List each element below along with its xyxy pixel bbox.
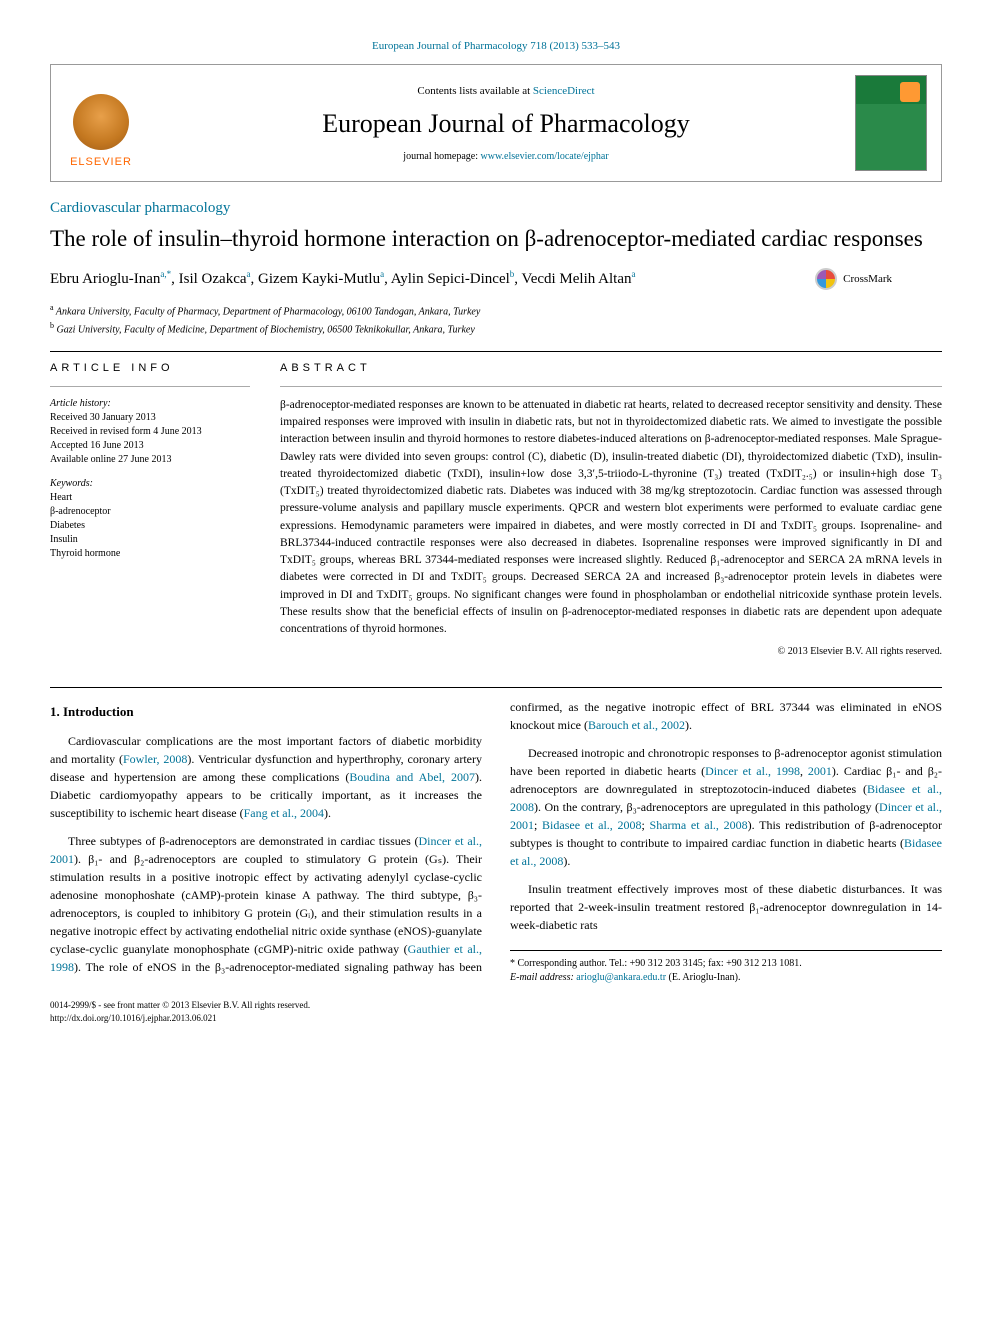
author: Aylin Sepici-Dincel: [391, 271, 510, 287]
author: Gizem Kayki-Mutlu: [258, 271, 380, 287]
elsevier-tree-icon: [73, 94, 129, 150]
body-paragraph: Cardiovascular complications are the mos…: [50, 732, 482, 822]
homepage-line: journal homepage: www.elsevier.com/locat…: [157, 151, 855, 162]
history-label: Article history:: [50, 397, 250, 411]
history-received: Received 30 January 2013: [50, 411, 250, 425]
history-online: Available online 27 June 2013: [50, 453, 250, 467]
aff-marker: b: [510, 269, 515, 279]
history-revised: Received in revised form 4 June 2013: [50, 425, 250, 439]
keyword: β-adrenoceptor: [50, 505, 250, 519]
footer-meta: 0014-2999/$ - see front matter © 2013 El…: [50, 999, 942, 1024]
corr-author-line: * Corresponding author. Tel.: +90 312 20…: [510, 957, 942, 971]
body-paragraph: Decreased inotropic and chronotropic res…: [510, 744, 942, 870]
journal-citation-link[interactable]: European Journal of Pharmacology 718 (20…: [372, 40, 620, 52]
keyword: Heart: [50, 491, 250, 505]
section-heading: 1. Introduction: [50, 702, 482, 722]
corresponding-footnote: * Corresponding author. Tel.: +90 312 20…: [510, 950, 942, 985]
article-info-sidebar: ARTICLE INFO Article history: Received 3…: [50, 362, 250, 658]
citation-link[interactable]: Bidasee et al., 2008: [542, 818, 641, 832]
contents-prefix: Contents lists available at: [417, 85, 532, 97]
article-title: The role of insulin–thyroid hormone inte…: [50, 225, 942, 254]
citation-link[interactable]: 2001: [808, 764, 832, 778]
crossmark-label: CrossMark: [843, 273, 892, 285]
contents-line: Contents lists available at ScienceDirec…: [157, 85, 855, 97]
email-link[interactable]: arioglu@ankara.edu.tr: [576, 972, 666, 983]
issn-line: 0014-2999/$ - see front matter © 2013 El…: [50, 999, 942, 1012]
homepage-prefix: journal homepage:: [403, 151, 480, 162]
journal-header: ELSEVIER Contents lists available at Sci…: [50, 64, 942, 182]
abstract-text: β-adrenoceptor-mediated responses are kn…: [280, 397, 942, 639]
citation-link[interactable]: Boudina and Abel, 2007: [349, 770, 475, 784]
divider: [50, 687, 942, 688]
citation-link[interactable]: Sharma et al., 2008: [650, 818, 748, 832]
aff-sup: b: [50, 321, 54, 330]
journal-cover-thumbnail: [855, 75, 927, 171]
thin-divider: [50, 386, 250, 387]
citation-link[interactable]: Barouch et al., 2002: [588, 718, 685, 732]
doi-line: http://dx.doi.org/10.1016/j.ejphar.2013.…: [50, 1012, 942, 1025]
keyword: Thyroid hormone: [50, 547, 250, 561]
crossmark-icon: [815, 268, 837, 290]
author: Ebru Arioglu-Inan: [50, 271, 160, 287]
abstract-copyright: © 2013 Elsevier B.V. All rights reserved…: [280, 646, 942, 657]
keyword: Insulin: [50, 533, 250, 547]
abstract-section: ABSTRACT β-adrenoceptor-mediated respons…: [280, 362, 942, 658]
author: Vecdi Melih Altan: [522, 271, 632, 287]
sciencedirect-link[interactable]: ScienceDirect: [533, 85, 595, 97]
corr-marker: *: [167, 269, 172, 279]
elsevier-text: ELSEVIER: [70, 156, 132, 168]
affiliation-b: Gazi University, Faculty of Medicine, De…: [57, 324, 475, 335]
citation-link[interactable]: Fang et al., 2004: [244, 806, 324, 820]
author: Isil Ozakca: [179, 271, 247, 287]
aff-sup: a: [50, 303, 54, 312]
citation-link[interactable]: Fowler, 2008: [123, 752, 187, 766]
homepage-link[interactable]: www.elsevier.com/locate/ejphar: [481, 151, 609, 162]
keyword: Diabetes: [50, 519, 250, 533]
thin-divider: [280, 386, 942, 387]
body-paragraph: Insulin treatment effectively improves m…: [510, 880, 942, 934]
history-accepted: Accepted 16 June 2013: [50, 439, 250, 453]
keywords-label: Keywords:: [50, 477, 250, 491]
citation-link[interactable]: Dincer et al., 1998: [705, 764, 800, 778]
article-info-heading: ARTICLE INFO: [50, 362, 250, 374]
running-header: European Journal of Pharmacology 718 (20…: [50, 40, 942, 52]
affiliations: a Ankara University, Faculty of Pharmacy…: [50, 302, 942, 337]
article-body: 1. Introduction Cardiovascular complicat…: [50, 698, 942, 985]
email-suffix: (E. Arioglu-Inan).: [666, 972, 740, 983]
abstract-heading: ABSTRACT: [280, 362, 942, 374]
divider: [50, 351, 942, 352]
affiliation-a: Ankara University, Faculty of Pharmacy, …: [56, 307, 480, 318]
email-label: E-mail address:: [510, 972, 576, 983]
author-list: Ebru Arioglu-Inana,*, Isil Ozakcaa, Gize…: [50, 268, 942, 291]
article-category: Cardiovascular pharmacology: [50, 200, 942, 217]
journal-name: European Journal of Pharmacology: [157, 109, 855, 139]
aff-marker: a: [247, 269, 251, 279]
aff-marker: a: [380, 269, 384, 279]
aff-marker: a: [632, 269, 636, 279]
elsevier-logo: ELSEVIER: [65, 78, 137, 168]
crossmark-badge[interactable]: CrossMark: [815, 268, 892, 290]
